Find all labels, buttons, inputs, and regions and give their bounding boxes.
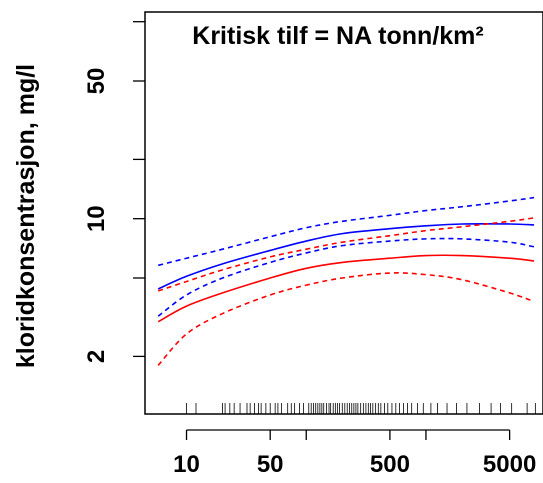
x-tick-label: 50 (257, 451, 284, 478)
x-tick-label: 500 (370, 451, 410, 478)
y-tick-label: 50 (83, 68, 110, 95)
x-tick-label: 5000 (483, 451, 536, 478)
y-axis-title: kloridkonsentrasjon, mg/l (12, 64, 40, 368)
y-tick-label: 2 (83, 350, 110, 363)
y-axis: 2 10 50 (83, 21, 145, 363)
y-tick-label: 10 (83, 205, 110, 232)
series-line-5 (157, 217, 535, 292)
series-line-3 (157, 237, 535, 317)
series-line-1 (157, 223, 535, 290)
series-line-2 (158, 196, 535, 267)
series-line-6 (157, 272, 535, 366)
chart-title: Kritisk tilf = NA tonn/km² (192, 22, 483, 50)
x-axis: 10 50 500 5000 (173, 429, 536, 478)
rug (186, 403, 536, 414)
x-tick-label: 10 (173, 451, 200, 478)
series-layer (157, 196, 535, 366)
plot-frame (144, 11, 543, 415)
series-line-4 (157, 254, 535, 323)
